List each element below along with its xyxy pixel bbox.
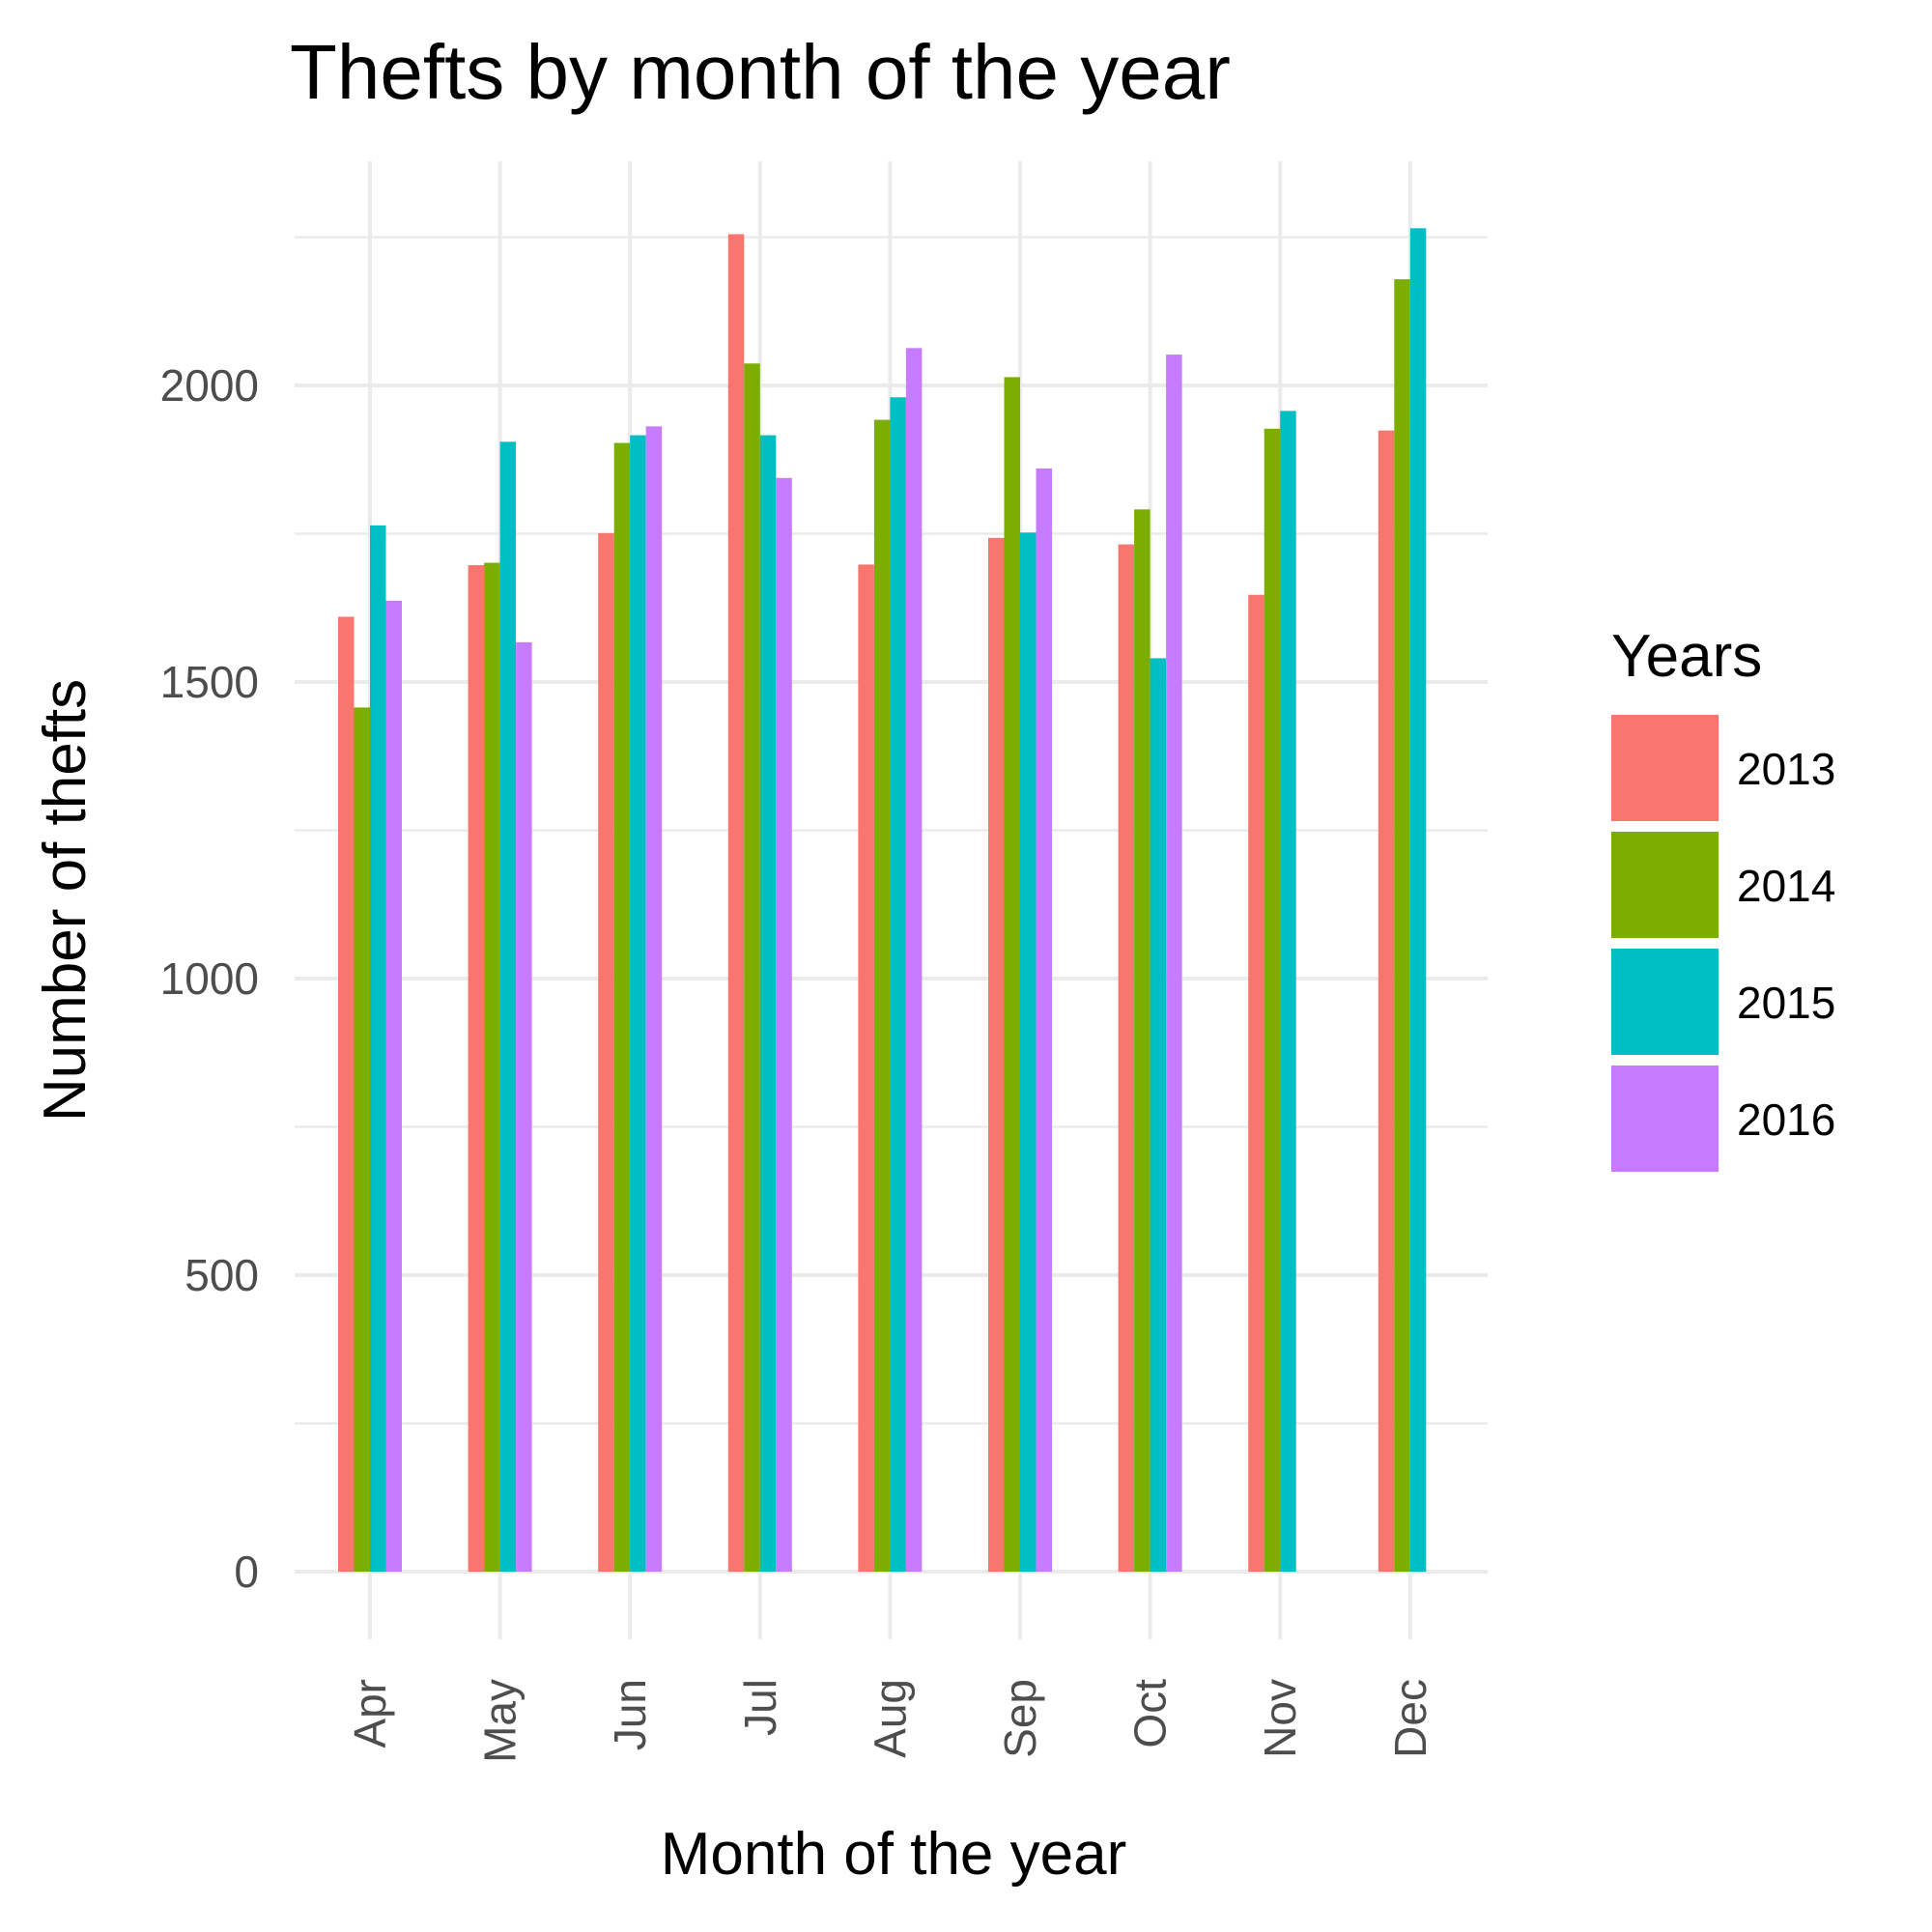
x-tick-label: Oct (1125, 1679, 1176, 1748)
bars (338, 228, 1427, 1573)
chart-title: Thefts by month of the year (290, 29, 1231, 115)
legend-title: Years (1611, 623, 1762, 690)
bar-2013-nov (1248, 594, 1264, 1572)
y-tick-label: 1000 (160, 953, 259, 1004)
bar-2014-dec (1394, 279, 1410, 1572)
x-tick-label: Aug (865, 1679, 915, 1758)
legend-label-2016: 2016 (1737, 1094, 1835, 1145)
y-axis-ticks: 0 500 1000 1500 2000 (160, 360, 259, 1597)
bar-2013-jul (727, 234, 745, 1573)
legend-key-2016 (1611, 1065, 1719, 1172)
bar-2016-aug (905, 348, 923, 1572)
bar-2016-apr (385, 600, 402, 1572)
legend-key-2014 (1611, 832, 1719, 938)
bar-2014-may (484, 562, 500, 1573)
bar-2013-oct (1118, 544, 1135, 1572)
bar-2013-may (468, 565, 485, 1572)
y-tick-label: 0 (234, 1547, 259, 1597)
y-axis-title: Number of thefts (32, 679, 99, 1122)
bar-2014-nov (1264, 428, 1281, 1572)
bar-2015-jun (630, 435, 646, 1573)
bar-2015-dec (1409, 228, 1427, 1572)
bar-2014-jun (613, 442, 631, 1573)
x-axis-title: Month of the year (661, 1821, 1127, 1888)
legend-label-2013: 2013 (1737, 744, 1835, 794)
x-tick-label: Jul (735, 1679, 785, 1736)
x-tick-label: Nov (1255, 1679, 1305, 1758)
bar-2014-apr (354, 707, 370, 1572)
y-tick-label: 2000 (160, 360, 259, 411)
x-tick-label: Jun (605, 1679, 655, 1750)
legend-label-2014: 2014 (1737, 861, 1835, 911)
bar-2015-oct (1150, 658, 1167, 1572)
bar-2013-sep (988, 537, 1005, 1572)
bar-2014-aug (873, 419, 891, 1572)
x-axis-ticks: Apr May Jun Jul Aug Sep Oct Nov Dec (345, 1679, 1435, 1763)
bar-2013-jun (598, 532, 614, 1572)
bar-2013-dec (1378, 430, 1395, 1572)
bar-2016-jun (645, 426, 663, 1573)
bar-2014-oct (1134, 509, 1151, 1573)
bar-2013-apr (338, 616, 355, 1572)
y-tick-label: 500 (185, 1250, 259, 1300)
bar-2015-may (499, 441, 517, 1573)
legend-label-2015: 2015 (1737, 978, 1835, 1028)
x-tick-label: Dec (1385, 1679, 1435, 1758)
bar-2016-jul (776, 477, 792, 1573)
bar-2014-jul (744, 363, 760, 1573)
bar-2015-apr (370, 525, 386, 1572)
x-tick-label: Apr (345, 1679, 395, 1748)
bar-2016-may (516, 641, 532, 1572)
bar-2015-jul (759, 435, 777, 1573)
x-tick-label: May (475, 1679, 526, 1763)
legend: Years 2013 2014 2015 2016 (1611, 623, 1835, 1172)
bar-2016-oct (1166, 355, 1182, 1572)
bar-2015-aug (890, 397, 906, 1572)
legend-key-2015 (1611, 949, 1719, 1055)
legend-key-2013 (1611, 715, 1719, 821)
bar-2014-sep (1004, 377, 1020, 1572)
bar-2013-aug (858, 564, 874, 1572)
y-tick-label: 1500 (160, 657, 259, 707)
x-tick-label: Sep (995, 1679, 1045, 1758)
bar-2016-sep (1036, 468, 1052, 1573)
bar-2015-nov (1280, 411, 1296, 1573)
bar-2015-sep (1020, 532, 1037, 1572)
